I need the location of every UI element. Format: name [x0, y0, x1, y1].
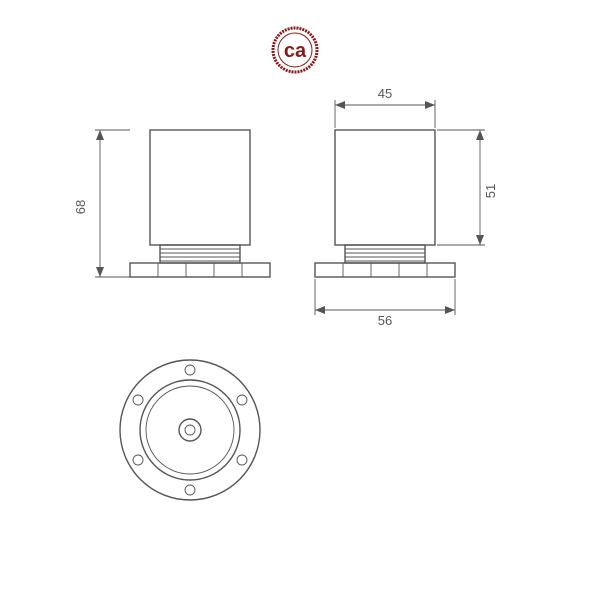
screw-hole-icon	[133, 455, 143, 465]
dim-51-label: 51	[483, 184, 498, 198]
left-body	[150, 130, 250, 245]
screw-hole-icon	[133, 395, 143, 405]
plan-flange-circle	[120, 360, 260, 500]
left-elevation: 68	[73, 130, 270, 277]
brand-logo: ca	[273, 28, 317, 72]
plan-body-inner-circle	[146, 386, 234, 474]
screw-hole-icon	[237, 455, 247, 465]
dim-width-56: 56	[315, 279, 455, 328]
right-body	[335, 130, 435, 245]
screw-hole-icon	[185, 365, 195, 375]
left-flange	[130, 263, 270, 277]
plan-hub-circle	[179, 419, 201, 441]
dim-width-45: 45	[335, 86, 435, 128]
dim-45-label: 45	[378, 86, 392, 101]
left-thread	[160, 245, 240, 263]
logo-text: ca	[284, 40, 307, 62]
technical-drawing: ca 68	[0, 0, 600, 600]
right-elevation: 45 51 56	[315, 86, 498, 328]
screw-hole-icon	[237, 395, 247, 405]
plan-hub-hole	[185, 425, 195, 435]
dim-68-label: 68	[73, 200, 88, 214]
dim-height-68: 68	[73, 130, 130, 277]
dim-height-51: 51	[437, 130, 498, 245]
dim-56-label: 56	[378, 313, 392, 328]
right-flange	[315, 263, 455, 277]
screw-hole-icon	[185, 485, 195, 495]
right-thread	[345, 245, 425, 263]
plan-body-circle	[140, 380, 240, 480]
plan-screw-holes	[133, 365, 247, 495]
plan-view	[120, 360, 260, 500]
